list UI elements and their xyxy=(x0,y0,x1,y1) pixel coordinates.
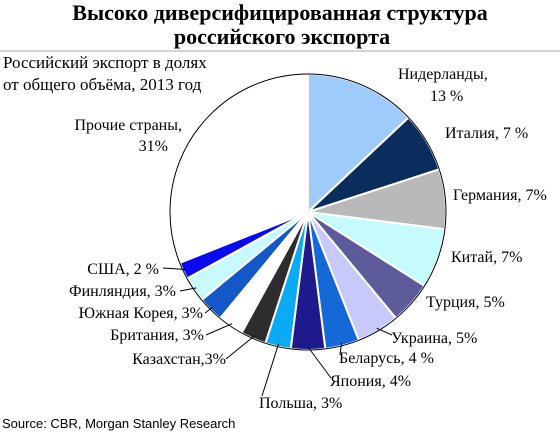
leader-line-финляндия xyxy=(179,287,197,292)
slice-label-финляндия: Финляндия, 3% xyxy=(69,283,176,300)
pie-outline xyxy=(169,73,447,351)
chart-subtitle-line2: от общего объёма, 2013 год xyxy=(3,75,202,94)
leader-line-сша xyxy=(162,267,186,270)
slice-label-украина: Украина, 5% xyxy=(391,330,477,347)
leader-lines xyxy=(162,267,393,397)
slice-label-япония: Япония, 4% xyxy=(330,373,411,390)
slice-label-нидерланды: Нидерланды, xyxy=(398,66,488,83)
slice-label-беларусь: Беларусь, 4 % xyxy=(339,350,434,367)
slice-value-прочие-страны: 31% xyxy=(139,138,168,155)
slice-label-прочие-страны: Прочие страны, xyxy=(74,117,182,134)
slice-label-казахстан: Казахстан,3% xyxy=(132,351,226,368)
slice-label-польша: Польша, 3% xyxy=(259,395,342,412)
slice-label-турция: Турция, 5% xyxy=(426,294,505,311)
slice-label-германия: Германия, 7% xyxy=(453,187,547,204)
chart-subtitle-line1: Российский экспорт в долях xyxy=(3,53,207,72)
slice-label-южная-корея: Южная Корея, 3% xyxy=(79,305,203,322)
leader-line-казахстан xyxy=(225,335,255,360)
chart-title-line2: российского экспорта xyxy=(174,24,390,49)
slice-label-сша: США, 2 % xyxy=(87,261,159,278)
slice-labels: Нидерланды, 13 % Италия, 7 % Германия, 7% Ки… xyxy=(69,66,547,412)
slice-value-нидерланды: 13 % xyxy=(430,88,463,105)
slice-label-италия: Италия, 7 % xyxy=(445,125,528,142)
leader-line-польша xyxy=(261,343,280,397)
leader-line-южная-корея xyxy=(204,307,213,314)
source-note: Source: CBR, Morgan Stanley Research xyxy=(2,416,235,431)
chart-title-line1: Высоко диверсифицированная структура xyxy=(72,0,487,25)
leader-line-беларусь xyxy=(339,342,343,356)
leader-line-британия xyxy=(205,323,233,336)
leader-line-украина xyxy=(376,327,393,336)
pie-slices xyxy=(169,72,447,351)
slice-label-китай: Китай, 7% xyxy=(451,249,522,266)
leader-line-япония xyxy=(307,346,332,379)
slice-label-британия: Британия, 3% xyxy=(110,327,204,344)
